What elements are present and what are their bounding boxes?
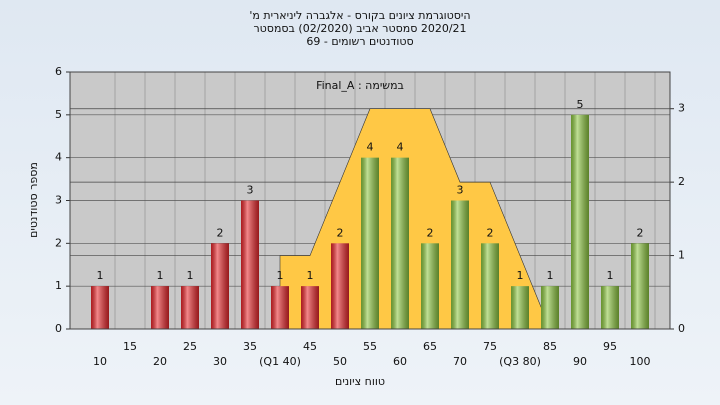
x-tick-label: 30 [213, 355, 227, 368]
bar-shine [451, 200, 469, 329]
data-label: 4 [397, 141, 404, 154]
bar-shine [271, 286, 289, 329]
bar-shine [421, 243, 439, 329]
annotation: במשימה : Final_A [316, 79, 404, 92]
x-tick-label: 55 [363, 340, 377, 353]
data-label: 1 [187, 269, 194, 282]
x-tick-label: 85 [543, 340, 557, 353]
bar-shine [391, 157, 409, 329]
data-label: 2 [337, 226, 344, 239]
y-tick-label: 1 [55, 279, 62, 292]
x-tick-label: 10 [93, 355, 107, 368]
x-tick-label: 75 [483, 340, 497, 353]
data-label: 2 [427, 226, 434, 239]
data-label: 1 [97, 269, 104, 282]
x-tick-label: 70 [453, 355, 467, 368]
bar-shine [91, 286, 109, 329]
y2-tick-label: 0 [678, 322, 685, 335]
bar-shine [181, 286, 199, 329]
plot-border [69, 71, 671, 330]
data-label: 2 [637, 226, 644, 239]
y-axis-label: מספר סטודנטים [27, 162, 40, 238]
x-tick-label: (Q1 40) [259, 355, 301, 368]
x-tick-label: 45 [303, 340, 317, 353]
x-tick-label: 15 [123, 340, 137, 353]
x-tick-label: 20 [153, 355, 167, 368]
data-label: 2 [217, 226, 224, 239]
y-tick-label: 6 [55, 65, 62, 78]
bar-shine [331, 243, 349, 329]
y-tick-label: 3 [55, 194, 62, 207]
x-tick-label: (Q3 80) [499, 355, 541, 368]
bar-shine [301, 286, 319, 329]
data-label: 1 [157, 269, 164, 282]
data-label: 2 [487, 226, 494, 239]
chart-subtitle: 2020/21 סמסטר אביב (02/2020) בסמסטר [253, 22, 466, 35]
data-label: 3 [457, 184, 464, 197]
chart-subtitle: סטודנטים רשומים - 69 [306, 35, 413, 48]
data-label: 1 [607, 269, 614, 282]
x-tick-label: 25 [183, 340, 197, 353]
x-tick-label: 50 [333, 355, 347, 368]
data-label: 1 [307, 269, 314, 282]
bar-shine [571, 114, 589, 329]
y2-tick-label: 2 [678, 175, 685, 188]
bar-shine [631, 243, 649, 329]
bar-shine [211, 243, 229, 329]
x-tick-label: 35 [243, 340, 257, 353]
bar-shine [361, 157, 379, 329]
y-tick-label: 0 [55, 322, 62, 335]
y-tick-label: 2 [55, 236, 62, 249]
x-axis-label: טווח ציונים [335, 375, 385, 388]
data-label: 1 [517, 269, 524, 282]
chart-title: היסטוגרמת ציונים בקורס - אלגברה ליניארית… [249, 9, 470, 22]
bar-shine [511, 286, 529, 329]
bar-shine [151, 286, 169, 329]
data-label: 1 [547, 269, 554, 282]
x-tick-label: 90 [573, 355, 587, 368]
data-label: 4 [367, 141, 374, 154]
y-tick-label: 4 [55, 151, 62, 164]
x-tick-label: 60 [393, 355, 407, 368]
y-tick-label: 5 [55, 108, 62, 121]
x-tick-label: 95 [603, 340, 617, 353]
x-tick-label: 100 [630, 355, 651, 368]
data-label: 5 [577, 98, 584, 111]
bar-shine [241, 200, 259, 329]
y2-tick-label: 1 [678, 249, 685, 262]
data-label: 1 [277, 269, 284, 282]
bar-shine [481, 243, 499, 329]
y2-tick-label: 3 [678, 102, 685, 115]
x-tick-label: 65 [423, 340, 437, 353]
data-label: 3 [247, 184, 254, 197]
bar-shine [601, 286, 619, 329]
bar-shine [541, 286, 559, 329]
